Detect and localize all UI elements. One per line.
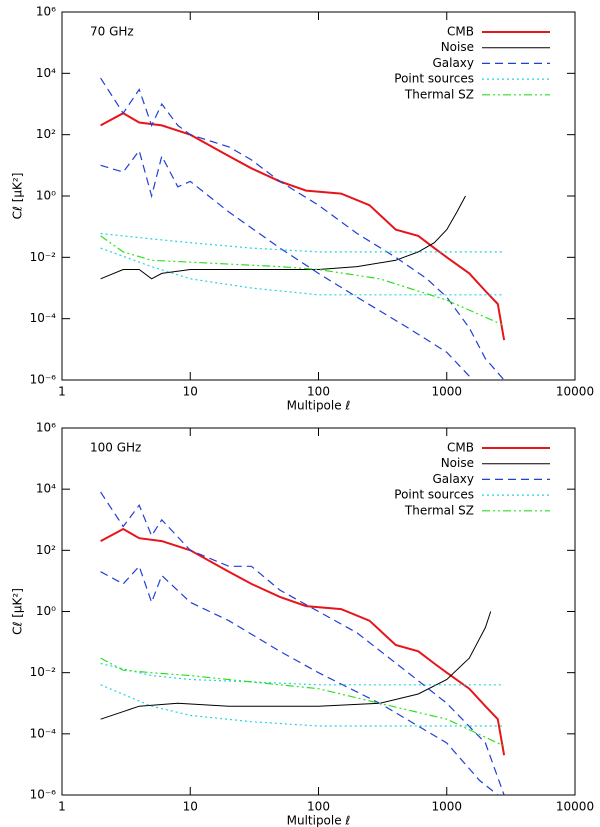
series-line [100,195,466,280]
x-tick-label: 100 [307,385,330,399]
series-line [100,657,505,747]
legend-label: CMB [447,441,474,455]
y-tick-label: 10⁰ [36,604,56,618]
panel-label: 70 GHz [90,25,134,39]
legend-label: Thermal SZ [404,87,474,101]
series-line [100,565,499,795]
series-line [100,662,505,686]
x-tick-label: 1 [58,800,66,814]
y-tick-label: 10⁴ [36,66,56,80]
y-tick-label: 10⁴ [36,482,56,496]
y-tick-label: 10⁶ [36,421,56,435]
series-line [100,112,506,341]
legend-label: Point sources [394,72,474,86]
y-tick-label: 10⁻² [30,665,57,679]
series-line [100,232,505,253]
x-tick-label: 100 [307,800,330,814]
series-line [100,149,474,380]
series-line [100,247,505,296]
series-line [100,491,505,795]
series-line [100,527,506,756]
y-tick-label: 10⁻² [30,250,57,264]
y-tick-label: 10² [36,127,56,141]
x-tick-label: 1000 [431,385,462,399]
x-tick-label: 10 [183,800,198,814]
x-tick-label: 1 [58,385,66,399]
legend-label: CMB [447,25,474,39]
y-tick-label: 10⁻⁴ [30,311,57,325]
y-tick-label: 10² [36,543,56,557]
series-line [100,684,505,727]
legend-label: Noise [441,456,474,470]
x-axis-label: Multipole ℓ [287,814,351,827]
x-tick-label: 10000 [556,800,594,814]
legend-label: Point sources [394,488,474,502]
x-tick-label: 1000 [431,800,462,814]
legend-label: Noise [441,40,474,54]
legend-label: Galaxy [432,472,474,486]
panel-label: 100 GHz [90,441,141,455]
y-tick-label: 10⁰ [36,189,56,203]
series-line [100,611,492,720]
x-tick-label: 10 [183,385,198,399]
x-tick-label: 10000 [556,385,594,399]
y-axis-label: Cℓ [μK²] [11,588,25,635]
y-tick-label: 10⁻⁴ [30,726,57,740]
plot-frame [61,11,576,381]
series-line [100,235,505,327]
y-axis-label: Cℓ [μK²] [11,173,25,220]
legend-label: Galaxy [432,56,474,70]
y-tick-label: 10⁻⁶ [30,373,57,387]
y-tick-label: 10⁻⁶ [30,788,57,802]
series-line [100,77,505,380]
y-tick-label: 10⁶ [36,5,56,19]
x-axis-label: Multipole ℓ [287,399,351,413]
legend-label: Thermal SZ [404,503,474,517]
